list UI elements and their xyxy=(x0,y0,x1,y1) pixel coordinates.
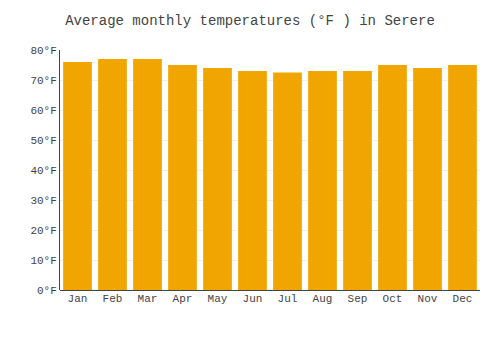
svg-text:Apr: Apr xyxy=(173,293,193,305)
svg-text:40°F: 40°F xyxy=(30,165,56,177)
svg-text:50°F: 50°F xyxy=(30,135,56,147)
svg-text:80°F: 80°F xyxy=(30,45,56,57)
svg-text:Feb: Feb xyxy=(103,293,123,305)
svg-text:10°F: 10°F xyxy=(30,255,56,267)
svg-text:Jan: Jan xyxy=(68,293,88,305)
svg-text:Jun: Jun xyxy=(243,293,263,305)
svg-text:Jul: Jul xyxy=(278,293,298,305)
svg-text:30°F: 30°F xyxy=(30,195,56,207)
svg-text:60°F: 60°F xyxy=(30,105,56,117)
svg-text:Average monthly temperatures (: Average monthly temperatures (°F ) in Se… xyxy=(65,13,435,29)
svg-text:Sep: Sep xyxy=(348,293,368,305)
svg-text:Dec: Dec xyxy=(453,293,473,305)
svg-text:70°F: 70°F xyxy=(30,75,56,87)
svg-text:Nov: Nov xyxy=(418,293,438,305)
svg-text:Oct: Oct xyxy=(383,293,403,305)
svg-text:May: May xyxy=(208,293,228,305)
svg-text:20°F: 20°F xyxy=(30,225,56,237)
svg-text:Mar: Mar xyxy=(138,293,158,305)
svg-text:0°F: 0°F xyxy=(37,285,57,297)
svg-text:Aug: Aug xyxy=(313,293,333,305)
